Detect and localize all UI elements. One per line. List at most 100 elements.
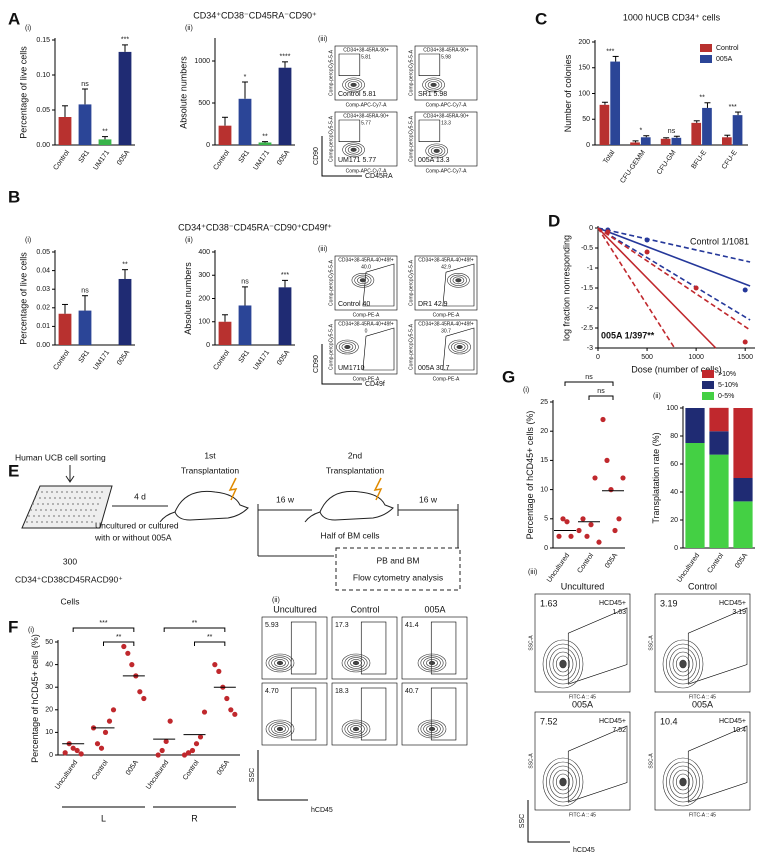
significance: * — [640, 128, 643, 135]
contour — [350, 659, 362, 667]
y-tick-label: 150 — [578, 65, 590, 72]
y-tick-label: 0.00 — [36, 142, 50, 149]
gate-value: 5.81 — [361, 54, 371, 60]
flow-frame — [334, 45, 398, 101]
contour — [552, 769, 574, 795]
x-tick-label: 1500 — [737, 354, 753, 361]
x-tick-label: Control — [212, 349, 231, 372]
x-tick-label: Control — [182, 759, 201, 782]
y-tick-label: 0 — [586, 142, 590, 149]
contour — [556, 655, 570, 673]
diagram-e: Human UCB cell sorting 4 d Uncultured or… — [15, 450, 461, 606]
x-tick-label: SR1 — [78, 149, 92, 164]
legend-label: 005A — [716, 56, 733, 63]
contour — [662, 639, 704, 689]
contour — [420, 655, 444, 671]
contour — [274, 725, 286, 733]
gate-value: 18.3 — [335, 688, 349, 695]
gate-name: HCD45+ — [599, 600, 626, 607]
diagram-text: 300 — [63, 556, 77, 566]
flow-frame — [654, 711, 751, 811]
flow-title: Uncultured — [561, 581, 605, 591]
contour — [265, 653, 295, 673]
contour — [350, 725, 362, 733]
flow-axis-title: FITC-A :: 45 — [569, 694, 596, 700]
point — [556, 533, 562, 539]
flow-axis-title: Comp-percpCy5-5-A — [328, 259, 334, 306]
gate — [687, 725, 748, 803]
point — [742, 287, 748, 293]
point — [742, 339, 748, 345]
bar — [691, 122, 702, 145]
y-axis-label: Transplatation rate (%) — [651, 432, 661, 523]
contour — [433, 148, 440, 153]
significance: *** — [606, 48, 614, 55]
y-tick-label: 200 — [578, 39, 590, 46]
mouse — [159, 490, 249, 523]
y-tick-label: 10 — [45, 729, 53, 736]
flow-header: CD34+38-45RA-40+49f+ — [338, 257, 394, 263]
diagram-text: Half of BM cells — [320, 530, 379, 540]
contour — [345, 79, 363, 91]
x-tick-label: SR1 — [238, 349, 252, 364]
gate-value: 3.19 — [732, 609, 746, 616]
gate-value: 0 — [365, 328, 368, 334]
flow-caption: 005A 13.3 — [418, 157, 450, 164]
x-tick-label: 005A — [604, 552, 619, 570]
point — [612, 527, 618, 534]
panel-letter: F — [8, 617, 18, 636]
point — [62, 750, 68, 756]
gate-value: 30.7 — [441, 328, 451, 334]
contour — [666, 761, 700, 803]
flow-axis-title: Comp-percpCy5-5-A — [408, 49, 414, 96]
bracket-label: ns — [597, 388, 605, 395]
y-tick-label: 200 — [198, 295, 210, 302]
flow-axis-title: FITC-A :: 45 — [689, 812, 716, 818]
contour — [350, 82, 357, 87]
flow-caption: UM1710 — [338, 365, 365, 372]
y-tick-label: 0.00 — [36, 342, 50, 349]
diagram-text: with or without 005A — [94, 532, 172, 542]
contour — [265, 719, 295, 739]
diagram-text: Transplantation — [181, 465, 240, 475]
bracket-label: ** — [116, 634, 122, 641]
x-tick-label: BFU-E — [690, 149, 708, 170]
point — [564, 519, 570, 525]
contour — [423, 657, 441, 669]
x-tick-label: Control — [706, 552, 725, 575]
bar-segment — [709, 407, 729, 432]
flow-axis-title: Comp-APC-Cy7-A — [346, 102, 388, 108]
significance: ** — [122, 262, 128, 269]
contour — [425, 143, 449, 159]
gate — [418, 119, 441, 142]
mouse — [304, 490, 394, 523]
bar — [58, 117, 72, 145]
point — [212, 662, 218, 668]
flow-frame — [534, 593, 631, 693]
point — [605, 229, 611, 235]
plate-wells — [26, 491, 106, 523]
contour — [341, 719, 371, 739]
flow-axis-label: CD49f — [365, 381, 385, 388]
line — [597, 227, 751, 263]
y-tick-label: 500 — [198, 100, 210, 107]
point — [98, 745, 105, 751]
flow-header: CD34+38-45RA-90+ — [343, 113, 389, 119]
y-axis-label: Absolute numbers — [179, 56, 189, 129]
gate-value: 13.3 — [441, 120, 451, 126]
x-tick-label: SR1 — [238, 149, 252, 164]
point — [596, 539, 602, 545]
flow-caption: Control 5.81 — [338, 91, 376, 98]
line — [597, 227, 751, 321]
contour — [542, 757, 584, 807]
contour — [354, 274, 372, 286]
y-axis-label: Absolute numbers — [183, 262, 193, 335]
contour — [352, 726, 360, 732]
gate-value: 4.70 — [265, 688, 279, 695]
contour — [447, 272, 470, 288]
contour — [338, 341, 356, 353]
point — [106, 718, 113, 724]
diagram-text: Human UCB cell sorting — [15, 452, 106, 462]
point — [129, 662, 135, 668]
